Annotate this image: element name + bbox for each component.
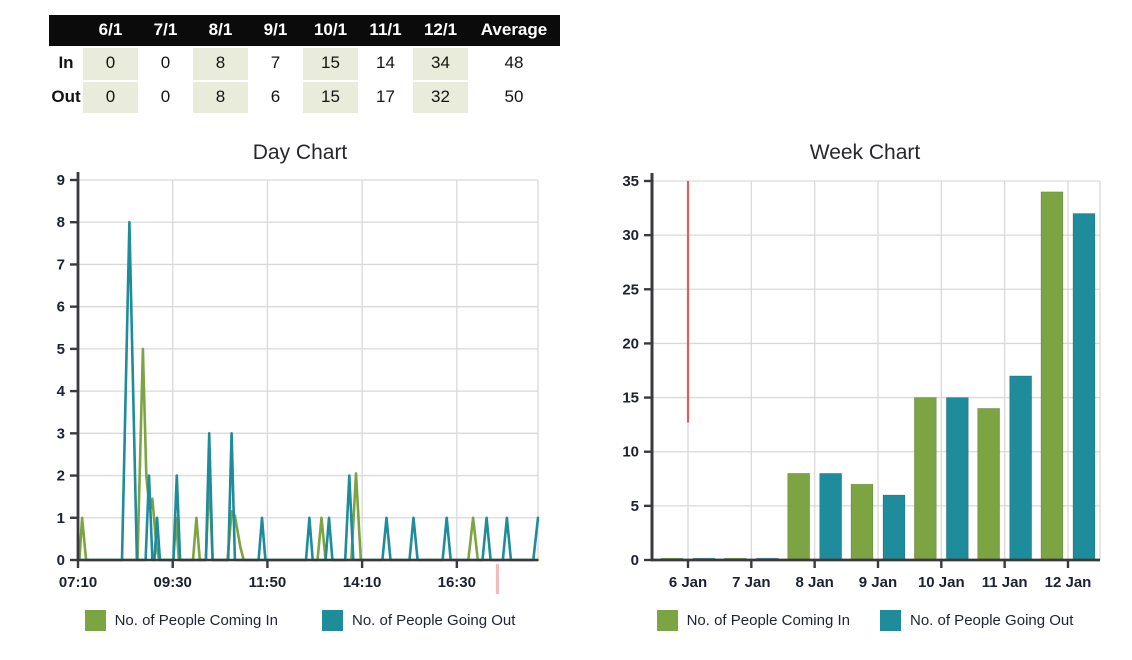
legend-item-going-out: No. of People Going Out — [880, 610, 1073, 631]
axis-label: 1 — [57, 510, 65, 527]
table-header-cell: 10/1 — [303, 15, 358, 48]
table-cell: 0 — [138, 79, 193, 114]
bar — [1072, 213, 1096, 561]
axis-label: 11 Jan — [982, 574, 1028, 591]
table-header-cell: 7/1 — [138, 15, 193, 48]
bar — [913, 397, 937, 561]
legend-swatch-out — [880, 610, 901, 631]
axis-label: 7 — [57, 256, 65, 273]
legend-swatch-in — [84, 610, 106, 631]
table-cell: 48 — [468, 46, 560, 81]
table-cell: 0 — [83, 46, 138, 81]
axis-label: 20 — [622, 335, 639, 352]
day-chart: 0 1 2 3 4 5 6 7 8 9 07:10 09:30 11:50 14:10 16:30 — [57, 172, 540, 594]
axis-label: 5 — [631, 498, 639, 515]
table-cell: 8 — [193, 79, 248, 114]
bar — [1040, 191, 1064, 561]
axis-label: 9 — [57, 172, 65, 189]
bar — [945, 397, 969, 561]
week-chart: 0 5 10 15 20 25 30 35 6 Jan 7 Jan 8 Jan 9 Jan 10 Jan… — [622, 173, 1101, 591]
row-label: In — [49, 46, 83, 81]
table-cell: 0 — [138, 46, 193, 81]
table-cell: 0 — [83, 79, 138, 114]
table-cell: 32 — [413, 79, 468, 114]
axis-label: 8 — [57, 214, 65, 231]
day-chart-title: Day Chart — [252, 141, 348, 164]
table-cell: 15 — [303, 79, 358, 114]
legend-item-coming-in: No. of People Coming In — [656, 610, 850, 631]
legend-label-coming-in: No. of People Coming In — [114, 612, 278, 629]
axis-label: 16:30 — [438, 574, 476, 591]
legend-swatch-in — [656, 610, 678, 631]
table-cell: 15 — [303, 46, 358, 81]
table-header-cell: 9/1 — [248, 15, 303, 48]
summary-table-wrap: 6/1 7/1 8/1 9/1 10/1 11/1 12/1 Average In 0 0 8 7 15… — [49, 15, 560, 114]
axis-label: 9 Jan — [859, 574, 897, 591]
axis-label: 6 — [57, 299, 65, 316]
legend-label-going-out: No. of People Going Out — [910, 612, 1074, 629]
table-header-cell: 11/1 — [358, 15, 413, 48]
axis-label: 0 — [57, 552, 65, 569]
table-header-cell: Average — [468, 15, 560, 48]
axis-label: 4 — [57, 383, 66, 400]
bar — [819, 472, 843, 561]
table-cell: 7 — [248, 46, 303, 81]
legend-label-coming-in: No. of People Coming In — [686, 612, 850, 629]
axis-label: 07:10 — [59, 574, 97, 591]
table-cell: 50 — [468, 79, 560, 114]
week-chart-legend: No. of People Coming In No. of People Go… — [600, 610, 1130, 631]
table-cell: 8 — [193, 46, 248, 81]
table-corner-cell — [49, 15, 83, 48]
table-row: Out 0 0 8 6 15 17 32 50 — [49, 79, 560, 114]
table-row: In 0 0 8 7 15 14 34 48 — [49, 46, 560, 81]
axis-label: 0 — [631, 552, 639, 569]
bar — [882, 494, 906, 561]
axis-label: 14:10 — [343, 574, 381, 591]
axis-label: 30 — [622, 227, 639, 244]
summary-table-head: 6/1 7/1 8/1 9/1 10/1 11/1 12/1 Average — [49, 15, 560, 48]
week-chart-title: Week Chart — [809, 141, 921, 164]
axis-label: 6 Jan — [669, 574, 707, 591]
axis-label: 09:30 — [154, 574, 192, 591]
row-label: Out — [49, 79, 83, 114]
axis-label: 10 — [622, 444, 639, 461]
day-chart-legend: No. of People Coming In No. of People Go… — [40, 610, 560, 631]
legend-swatch-out — [322, 610, 343, 631]
table-header-cell: 6/1 — [83, 15, 138, 48]
axis-label: 3 — [57, 425, 65, 442]
summary-table: 6/1 7/1 8/1 9/1 10/1 11/1 12/1 Average In 0 0 8 7 15… — [49, 15, 560, 114]
axis-label: 2 — [57, 468, 65, 485]
axis-label: 15 — [622, 390, 639, 407]
axis-label: 7 Jan — [732, 574, 770, 591]
axis-label: 12 Jan — [1045, 574, 1092, 591]
table-header-cell: 8/1 — [193, 15, 248, 48]
table-cell: 14 — [358, 46, 413, 81]
axis-label: 10 Jan — [918, 574, 965, 591]
week-chart-panel: Week Chart 0 5 10 15 20 25 30 35 6 Jan 7 Jan 8 Jan… — [600, 140, 1130, 631]
table-cell: 17 — [358, 79, 413, 114]
bar — [850, 483, 874, 561]
bar — [977, 407, 1001, 561]
summary-table-body: In 0 0 8 7 15 14 34 48 Out 0 0 8 6 15 17 32 50 — [49, 46, 560, 114]
bar — [787, 472, 811, 561]
table-cell: 6 — [248, 79, 303, 114]
axis-label: 35 — [622, 173, 639, 190]
bar — [1009, 375, 1033, 561]
legend-label-going-out: No. of People Going Out — [352, 612, 516, 629]
table-cell: 34 — [413, 46, 468, 81]
legend-item-going-out: No. of People Going Out — [322, 610, 515, 631]
legend-item-coming-in: No. of People Coming In — [84, 610, 278, 631]
axis-label: 5 — [57, 341, 65, 358]
table-header-cell: 12/1 — [413, 15, 468, 48]
axis-label: 8 Jan — [795, 574, 833, 591]
axis-label: 11:50 — [249, 574, 287, 591]
axis-label: 25 — [622, 281, 639, 298]
day-chart-panel: Day Chart 0 1 2 3 4 5 6 7 8 9 07:10 09:30 11:50 14:10… — [40, 140, 560, 631]
